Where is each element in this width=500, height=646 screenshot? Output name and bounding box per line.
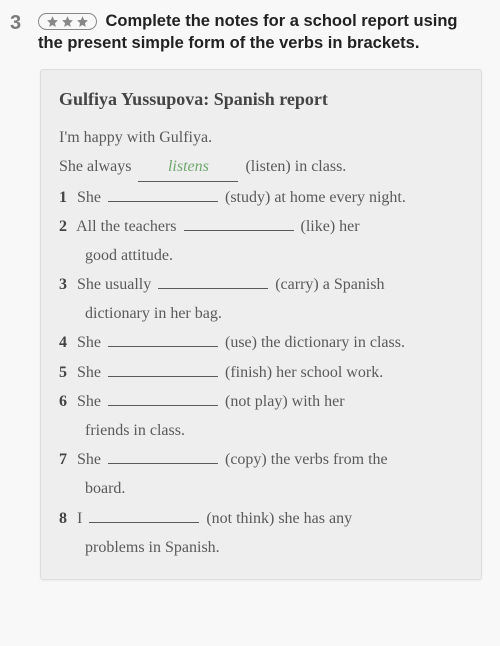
item-post: (carry) a Spanish <box>275 276 384 293</box>
item-number: 3 <box>59 271 73 298</box>
item-post: (study) at home every night. <box>225 189 406 206</box>
answer-blank[interactable] <box>89 505 199 523</box>
item-continuation: dictionary in her bag. <box>59 300 463 327</box>
exercise-item: 1 She (study) at home every night. <box>59 184 463 211</box>
instruction-text: Complete the notes for a school report u… <box>38 12 458 52</box>
item-pre: She <box>77 189 101 206</box>
report-box: Gulfiya Yussupova: Spanish report I'm ha… <box>40 69 482 580</box>
answer-blank[interactable] <box>108 447 218 465</box>
exercise-item: 2 All the teachers (like) her <box>59 213 463 240</box>
answer-blank[interactable] <box>108 359 218 377</box>
item-number: 7 <box>59 446 73 473</box>
item-pre: She <box>77 364 101 381</box>
items-container: 1 She (study) at home every night.2 All … <box>59 184 463 561</box>
item-number: 8 <box>59 505 73 532</box>
item-pre: I <box>77 510 82 527</box>
item-continuation: friends in class. <box>59 417 463 444</box>
exercise-item: 5 She (finish) her school work. <box>59 359 463 386</box>
example-answer: listens <box>138 153 238 181</box>
example-post: (listen) in class. <box>245 158 346 175</box>
exercise-item: 3 She usually (carry) a Spanish <box>59 271 463 298</box>
answer-blank[interactable] <box>158 271 268 289</box>
instruction-wrap: Complete the notes for a school report u… <box>38 10 482 55</box>
exercise-header: 3 Complete the notes for a school report… <box>10 10 482 55</box>
item-pre: She usually <box>77 276 151 293</box>
item-post: (copy) the verbs from the <box>225 451 388 468</box>
item-pre: She <box>77 334 101 351</box>
item-post: (not think) she has any <box>206 510 352 527</box>
exercise-item: 6 She (not play) with her <box>59 388 463 415</box>
exercise-item: 7 She (copy) the verbs from the <box>59 446 463 473</box>
item-post: (like) her <box>301 218 360 235</box>
answer-blank[interactable] <box>108 184 218 202</box>
item-pre: All the teachers <box>76 218 176 235</box>
stars-box <box>38 13 97 30</box>
exercise-item: 8 I (not think) she has any <box>59 505 463 532</box>
item-continuation: problems in Spanish. <box>59 534 463 561</box>
answer-blank[interactable] <box>184 213 294 231</box>
item-number: 5 <box>59 359 73 386</box>
item-post: (finish) her school work. <box>225 364 383 381</box>
answer-blank[interactable] <box>108 330 218 348</box>
item-continuation: good attitude. <box>59 242 463 269</box>
star-icon <box>76 15 89 28</box>
item-pre: She <box>77 451 101 468</box>
intro-line: I'm happy with Gulfiya. <box>59 124 463 151</box>
item-pre: She <box>77 393 101 410</box>
example-pre: She always <box>59 158 131 175</box>
star-icon <box>46 15 59 28</box>
item-number: 6 <box>59 388 73 415</box>
example-line: She always listens (listen) in class. <box>59 153 463 181</box>
item-continuation: board. <box>59 475 463 502</box>
item-number: 1 <box>59 184 73 211</box>
item-number: 4 <box>59 329 73 356</box>
item-number: 2 <box>59 213 73 240</box>
item-post: (not play) with her <box>225 393 345 410</box>
star-icon <box>61 15 74 28</box>
exercise-number: 3 <box>10 10 28 35</box>
item-post: (use) the dictionary in class. <box>225 334 405 351</box>
report-title: Gulfiya Yussupova: Spanish report <box>59 84 463 115</box>
answer-blank[interactable] <box>108 388 218 406</box>
exercise-item: 4 She (use) the dictionary in class. <box>59 329 463 356</box>
